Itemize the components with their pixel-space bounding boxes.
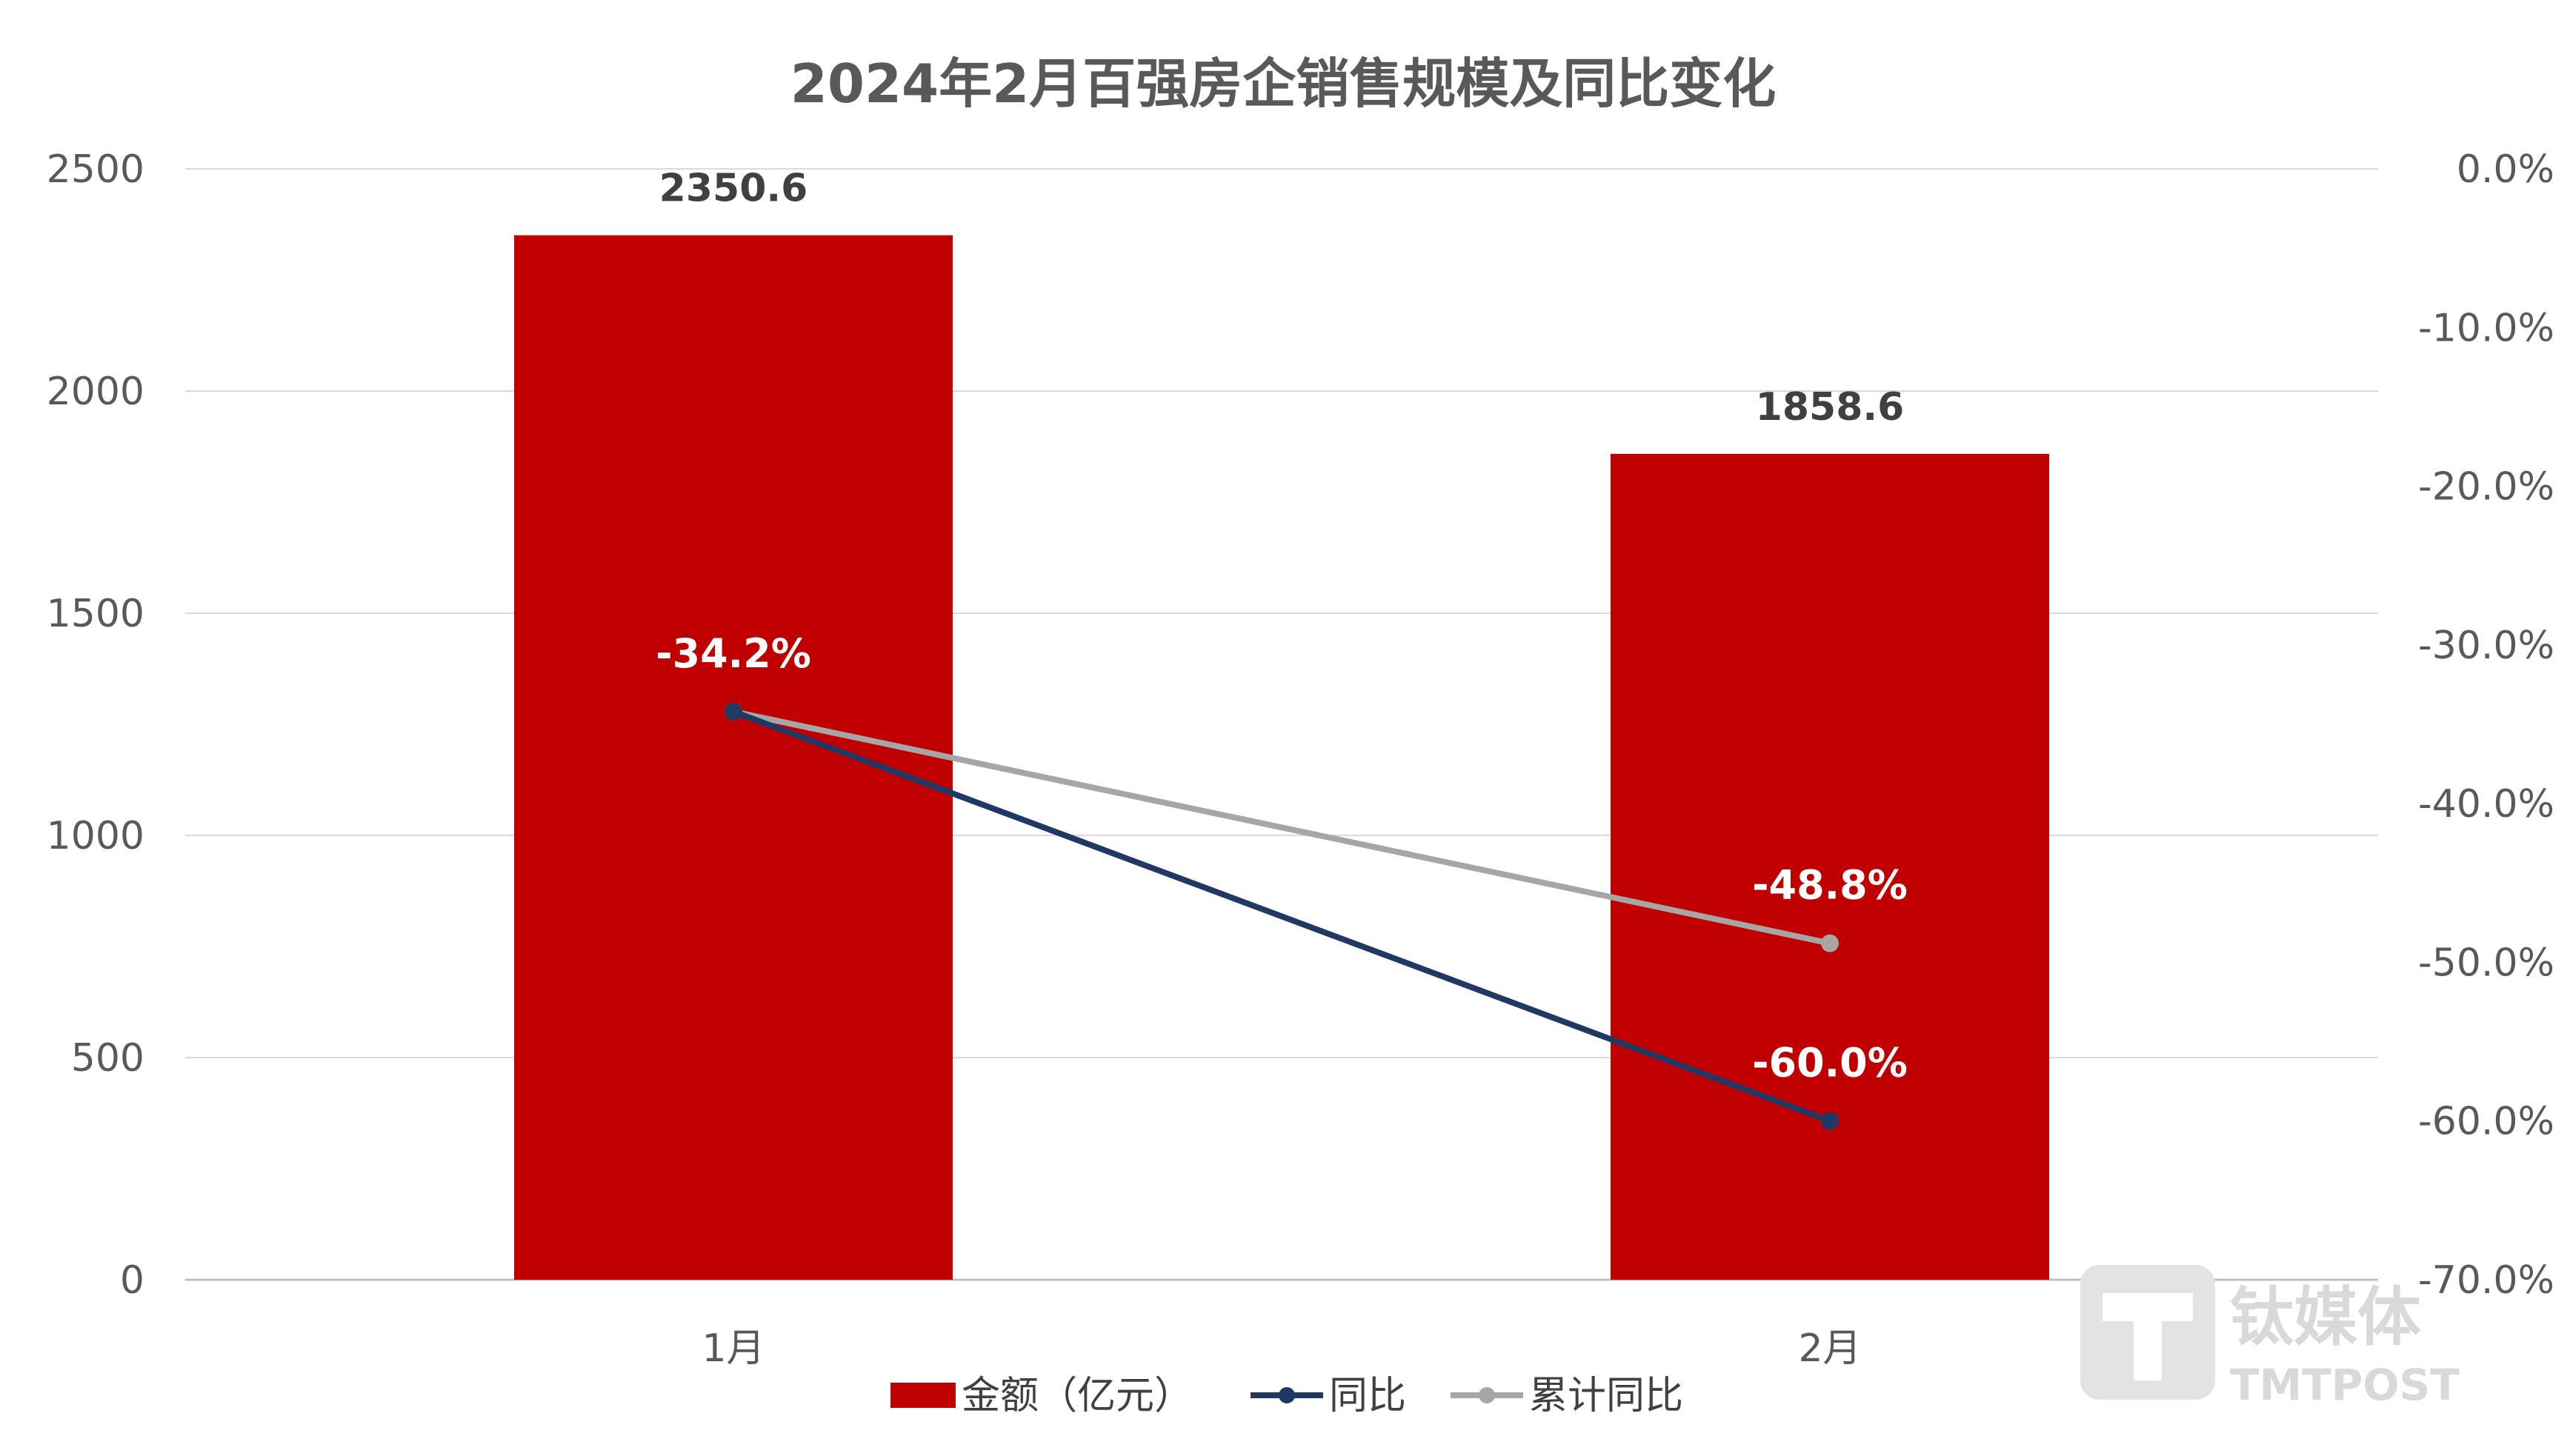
- legend-label: 同比: [1329, 1374, 1406, 1418]
- series-line: [733, 708, 1831, 946]
- series-point[interactable]: [1821, 1112, 1839, 1130]
- bar-data-label: 2350.6: [659, 167, 808, 211]
- legend-swatch-marker: [1479, 1387, 1495, 1403]
- y-right-tick-label: 0.0%: [2457, 147, 2554, 192]
- y-left-tick-label: 2500: [47, 147, 144, 192]
- line-data-label: -48.8%: [1752, 862, 1908, 909]
- legend-swatch-bar: [890, 1383, 956, 1408]
- legend-swatch-marker: [1279, 1387, 1295, 1403]
- series-line: [732, 709, 1831, 1124]
- chart-title: 2024年2月百强房企销售规模及同比变化: [790, 53, 1777, 115]
- line-data-label: -60.0%: [1752, 1040, 1908, 1086]
- watermark-logo-t-stem: [2134, 1293, 2162, 1380]
- series-point[interactable]: [1821, 934, 1839, 952]
- watermark-sub: TMTPOST: [2230, 1360, 2460, 1410]
- x-category-label: 2月: [1798, 1326, 1861, 1371]
- y-right-tick-label: -30.0%: [2418, 624, 2554, 668]
- line-data-label: -34.2%: [656, 630, 811, 677]
- y-left-tick-label: 1500: [47, 592, 144, 636]
- y-left-tick-label: 2000: [47, 370, 144, 414]
- y-right-tick-label: -40.0%: [2418, 782, 2554, 826]
- y-left-tick-label: 0: [120, 1258, 144, 1303]
- bar[interactable]: [514, 235, 953, 1280]
- y-left-tick-label: 1000: [47, 814, 144, 858]
- series-point[interactable]: [725, 702, 742, 721]
- y-right-tick-label: -50.0%: [2418, 941, 2554, 985]
- legend-label: 金额（亿元）: [962, 1374, 1193, 1418]
- x-category-label: 1月: [702, 1326, 765, 1371]
- bar[interactable]: [1611, 453, 2049, 1280]
- y-left-tick-label: 500: [71, 1036, 144, 1081]
- legend-label: 累计同比: [1529, 1374, 1683, 1418]
- y-right-tick-label: -70.0%: [2418, 1258, 2554, 1303]
- y-right-tick-label: -20.0%: [2418, 465, 2554, 510]
- watermark-name: 钛媒体: [2230, 1280, 2421, 1355]
- y-right-tick-label: -60.0%: [2418, 1100, 2554, 1144]
- bar-data-label: 1858.6: [1756, 385, 1905, 430]
- y-right-tick-label: -10.0%: [2418, 306, 2554, 350]
